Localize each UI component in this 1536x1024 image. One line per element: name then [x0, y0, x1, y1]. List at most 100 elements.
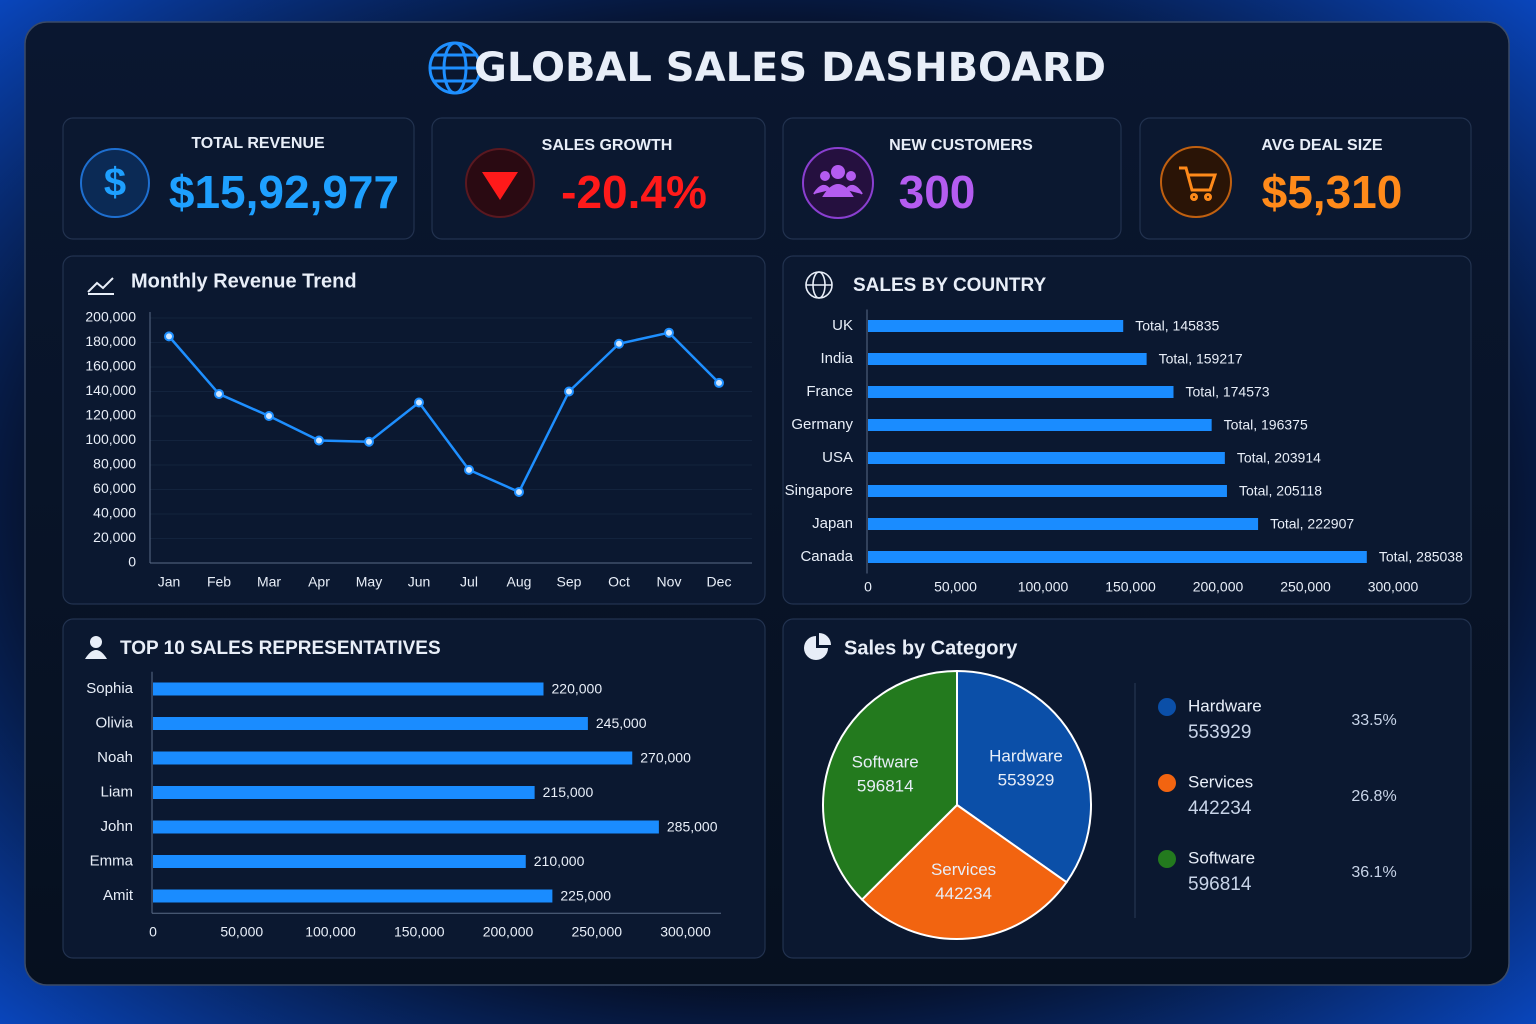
point: [164, 331, 174, 342]
x-tick-label: 0: [864, 579, 872, 595]
legend-label: Hardware: [1188, 696, 1262, 715]
kpi-label: TOTAL REVENUE: [191, 135, 325, 152]
kpi-label: SALES GROWTH: [542, 137, 673, 154]
x-tick-label: Nov: [657, 574, 682, 590]
legend-value: 596814: [1188, 874, 1252, 895]
point: [714, 377, 724, 388]
value-label: 215,000: [543, 784, 594, 800]
point: [364, 436, 374, 447]
x-tick-label: Jul: [460, 574, 478, 590]
category-label: Noah: [97, 749, 133, 766]
category-label: Singapore: [785, 482, 853, 499]
panel-title: SALES BY COUNTRY: [853, 275, 1047, 296]
point: [664, 327, 674, 338]
legend-label: Services: [1188, 772, 1253, 791]
person-icon: [85, 636, 107, 659]
point: [264, 411, 274, 421]
x-tick-label: 300,000: [660, 924, 711, 940]
x-tick-label: 150,000: [1105, 579, 1156, 595]
bar: [868, 386, 1174, 398]
x-tick-label: 200,000: [483, 924, 534, 940]
panel: [62, 255, 766, 605]
y-tick-label: 40,000: [93, 505, 136, 521]
point: [614, 338, 624, 349]
kpi-card: [1139, 117, 1472, 240]
y-tick-label: 200,000: [85, 309, 136, 325]
x-tick-label: 250,000: [571, 924, 622, 940]
value-label: Total, 203914: [1237, 450, 1321, 466]
panel-title: Sales by Category: [844, 637, 1018, 659]
kpi-label: AVG DEAL SIZE: [1261, 137, 1383, 154]
panel-title: Monthly Revenue Trend: [131, 270, 357, 292]
point: [464, 464, 474, 475]
value-label: Total, 205118: [1239, 483, 1322, 499]
panel-title: TOP 10 SALES REPRESENTATIVES: [120, 638, 441, 659]
bar: [868, 353, 1147, 365]
x-tick-label: Feb: [207, 574, 231, 590]
bar: [153, 786, 535, 799]
kpi-card: [62, 117, 415, 240]
x-tick-label: Oct: [608, 574, 630, 590]
y-tick-label: 160,000: [85, 358, 136, 374]
value-label: Total, 174573: [1186, 384, 1270, 400]
bar: [153, 717, 588, 730]
x-tick-label: Mar: [257, 574, 281, 590]
y-tick-label: 80,000: [93, 456, 136, 472]
bar: [153, 855, 526, 868]
category-label: Sophia: [86, 680, 133, 697]
legend-dot: [1158, 698, 1176, 716]
legend-percent: 26.8%: [1351, 788, 1396, 805]
point: [564, 386, 574, 397]
category-label: UK: [832, 317, 853, 334]
category-label: India: [820, 350, 853, 367]
globe-icon: [428, 41, 482, 95]
value-label: Total, 285038: [1379, 549, 1463, 565]
pie-slice: [822, 669, 958, 901]
kpi-value: $15,92,977: [169, 166, 399, 218]
x-tick-label: 100,000: [1018, 579, 1069, 595]
x-tick-label: Sep: [557, 574, 582, 590]
category-label: Germany: [791, 416, 853, 433]
point: [414, 397, 424, 408]
kpi-value: $5,310: [1262, 166, 1403, 218]
value-label: 225,000: [560, 888, 611, 904]
y-tick-label: 20,000: [93, 529, 136, 545]
legend-dot: [1158, 774, 1176, 792]
x-tick-label: 100,000: [305, 924, 356, 940]
x-tick-label: 200,000: [1193, 579, 1244, 595]
cart-icon: [1160, 146, 1232, 218]
legend-percent: 36.1%: [1351, 864, 1396, 881]
y-tick-label: 140,000: [85, 382, 136, 398]
x-tick-label: 0: [149, 924, 157, 940]
legend-value: 553929: [1188, 722, 1251, 743]
x-tick-label: 50,000: [220, 924, 263, 940]
value-label: 270,000: [640, 750, 691, 766]
dollar-icon: $: [80, 148, 150, 218]
slice-label: Services: [931, 860, 996, 879]
value-label: Total, 222907: [1270, 516, 1354, 532]
value-label: Total, 145835: [1135, 318, 1219, 334]
y-tick-label: 0: [128, 554, 136, 570]
point: [214, 388, 224, 399]
revenue-line: [168, 331, 720, 494]
value-label: Total, 196375: [1224, 417, 1308, 433]
bar: [153, 889, 553, 903]
category-label: Liam: [100, 783, 133, 800]
kpi-value: -20.4%: [561, 166, 707, 218]
x-tick-label: May: [356, 574, 382, 590]
bar: [868, 518, 1259, 530]
category-label: Japan: [812, 515, 853, 532]
category-label: Canada: [800, 548, 853, 565]
category-label: Olivia: [95, 714, 133, 731]
bar: [153, 751, 633, 765]
legend-label: Software: [1188, 848, 1255, 867]
x-tick-label: Aug: [507, 574, 532, 590]
legend-percent: 33.5%: [1351, 712, 1396, 729]
slice-value: 596814: [857, 777, 914, 796]
kpi-card: [782, 117, 1122, 240]
x-tick-label: Jan: [158, 574, 181, 590]
x-tick-label: 300,000: [1368, 579, 1419, 595]
value-label: 220,000: [552, 681, 603, 697]
globe-small-icon: [805, 271, 833, 299]
